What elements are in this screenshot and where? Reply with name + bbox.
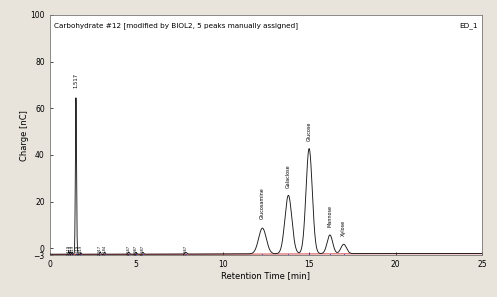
Text: 1.119: 1.119 bbox=[67, 245, 71, 255]
Text: 1.819: 1.819 bbox=[79, 245, 83, 255]
Y-axis label: Charge [nC]: Charge [nC] bbox=[20, 110, 29, 161]
Text: 1.219: 1.219 bbox=[69, 245, 73, 255]
Text: 5.387: 5.387 bbox=[141, 245, 145, 255]
Text: 1.517: 1.517 bbox=[74, 73, 79, 89]
Text: Galaclose: Galaclose bbox=[286, 164, 291, 188]
Text: Glucose: Glucose bbox=[307, 121, 312, 141]
Text: Carbohydrate #12 [modified by BIOL2, 5 peaks manually assigned]: Carbohydrate #12 [modified by BIOL2, 5 p… bbox=[54, 22, 298, 29]
Text: 2.917: 2.917 bbox=[98, 245, 102, 255]
Text: 4.987: 4.987 bbox=[134, 245, 138, 255]
Text: Mannose: Mannose bbox=[328, 206, 332, 228]
Text: 3.184: 3.184 bbox=[103, 245, 107, 255]
Text: Xylose: Xylose bbox=[341, 219, 346, 236]
Text: 1.619: 1.619 bbox=[76, 245, 80, 255]
Text: 7.867: 7.867 bbox=[184, 245, 188, 255]
Text: Glucosamine: Glucosamine bbox=[260, 187, 265, 219]
Text: ED_1: ED_1 bbox=[459, 22, 478, 29]
X-axis label: Retention Time [min]: Retention Time [min] bbox=[221, 271, 311, 280]
Text: 1.319: 1.319 bbox=[70, 245, 74, 255]
Text: 4.567: 4.567 bbox=[127, 245, 131, 255]
